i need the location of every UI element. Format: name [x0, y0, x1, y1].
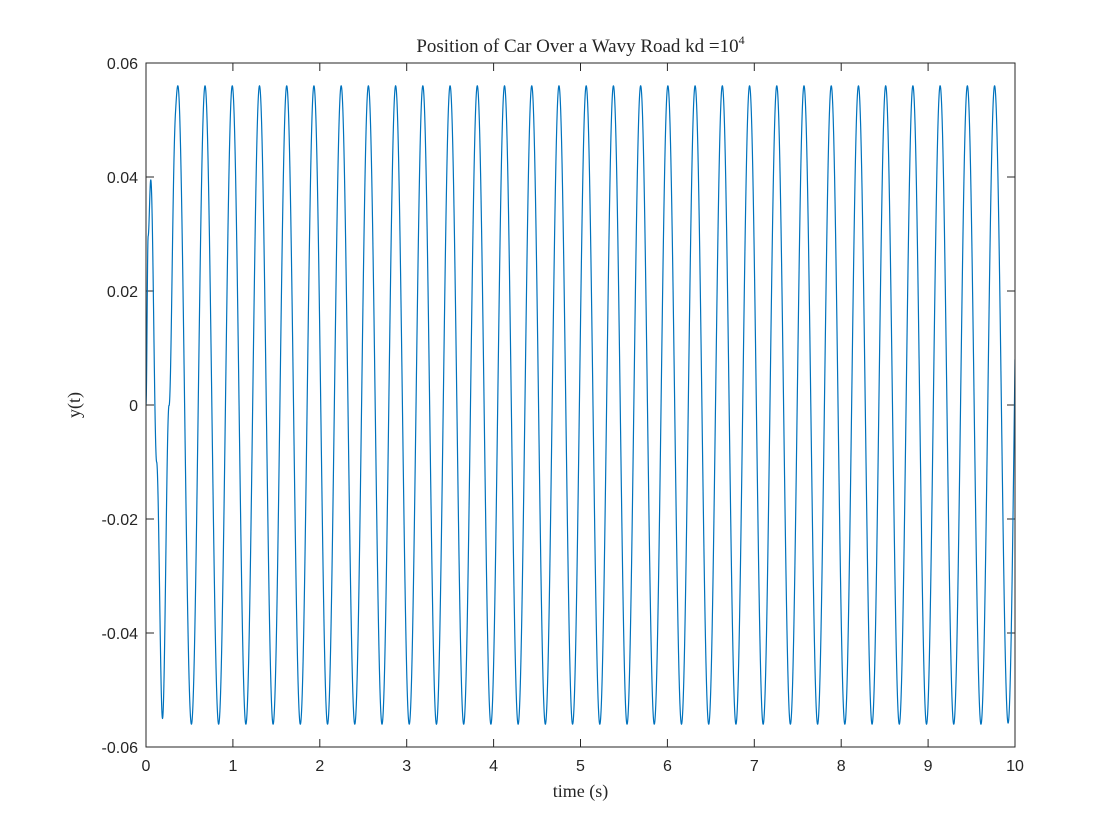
- chart-title-base: 10: [720, 36, 739, 57]
- y-tick-label: 0.04: [107, 170, 138, 187]
- x-tick-label: 6: [663, 758, 672, 775]
- x-tick-label: 8: [837, 758, 846, 775]
- x-tick-label: 3: [402, 758, 411, 775]
- y-tick-label: -0.02: [102, 512, 139, 529]
- chart-title-text: Position of Car Over a Wavy Road kd =: [416, 36, 719, 57]
- x-tick-label: 4: [489, 758, 498, 775]
- x-tick-label: 10: [1006, 758, 1024, 775]
- x-tick-label: 1: [228, 758, 237, 775]
- y-tick-label: 0.06: [107, 56, 138, 73]
- x-tick-label: 2: [315, 758, 324, 775]
- y-axis-title: y(t): [64, 392, 85, 418]
- y-tick-label: -0.04: [102, 626, 139, 643]
- chart-title: Position of Car Over a Wavy Road kd =104: [416, 33, 744, 57]
- x-tick-label: 9: [924, 758, 933, 775]
- series-line-y-of-t: [146, 85, 1015, 725]
- x-tick-label: 0: [142, 758, 151, 775]
- x-tick-label: 5: [576, 758, 585, 775]
- y-tick-label: 0.02: [107, 284, 138, 301]
- plot-series-group: [146, 85, 1015, 725]
- axes-box: [145, 62, 1016, 748]
- tick-labels: 0 1 2 3 4 5 6 7 8 9 10 -0.06 -0.04 -0.02 0 0.02 0.04 0.06: [102, 56, 1024, 775]
- x-axis-title: time (s): [553, 781, 609, 802]
- x-tick-label: 7: [750, 758, 759, 775]
- y-tick-label: 0: [129, 398, 138, 415]
- y-tick-label: -0.06: [102, 740, 139, 757]
- plot-area-background: [146, 63, 1015, 747]
- chart-title-exponent: 4: [739, 33, 745, 47]
